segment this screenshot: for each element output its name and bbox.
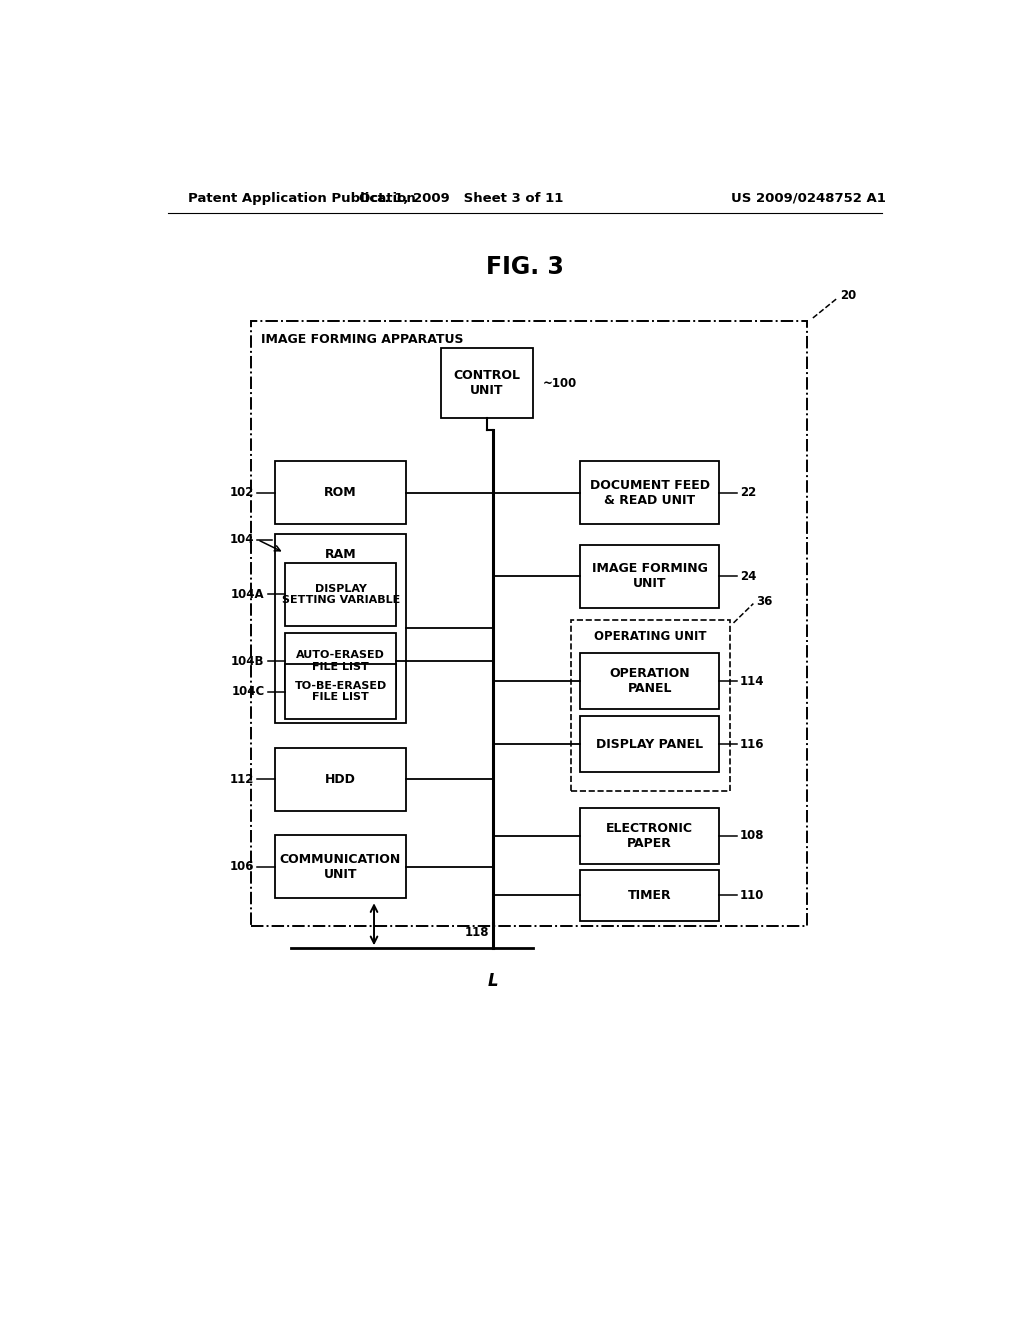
Text: 24: 24 <box>740 570 757 582</box>
Text: DISPLAY
SETTING VARIABLE: DISPLAY SETTING VARIABLE <box>282 583 399 606</box>
Text: IMAGE FORMING
UNIT: IMAGE FORMING UNIT <box>592 562 708 590</box>
Bar <box>274 748 406 810</box>
Bar <box>274 836 406 899</box>
Text: TO-BE-ERASED
FILE LIST: TO-BE-ERASED FILE LIST <box>295 681 387 702</box>
Bar <box>274 535 406 722</box>
Text: 112: 112 <box>229 774 254 785</box>
Text: Patent Application Publication: Patent Application Publication <box>187 191 416 205</box>
Text: 106: 106 <box>229 861 254 874</box>
Bar <box>581 870 719 921</box>
Text: 116: 116 <box>740 738 764 751</box>
Text: L: L <box>487 972 499 990</box>
Text: 104: 104 <box>229 533 254 546</box>
Bar <box>285 664 396 719</box>
Text: 104B: 104B <box>231 655 264 668</box>
Bar <box>274 461 406 524</box>
Text: COMMUNICATION
UNIT: COMMUNICATION UNIT <box>280 853 401 880</box>
Bar <box>441 348 532 417</box>
Text: ELECTRONIC
PAPER: ELECTRONIC PAPER <box>606 822 693 850</box>
Text: 104A: 104A <box>230 587 264 601</box>
Text: 36: 36 <box>757 595 773 609</box>
Text: ROM: ROM <box>324 486 356 499</box>
Bar <box>251 321 807 925</box>
Text: 22: 22 <box>740 486 756 499</box>
Text: 110: 110 <box>740 888 764 902</box>
Bar <box>581 717 719 772</box>
Bar <box>581 545 719 607</box>
Text: DOCUMENT FEED
& READ UNIT: DOCUMENT FEED & READ UNIT <box>590 479 710 507</box>
Text: US 2009/0248752 A1: US 2009/0248752 A1 <box>731 191 886 205</box>
Bar <box>285 634 396 689</box>
Bar <box>570 620 729 791</box>
Text: 108: 108 <box>740 829 764 842</box>
Text: RAM: RAM <box>325 548 356 561</box>
Bar <box>581 461 719 524</box>
Bar <box>581 808 719 863</box>
Text: 118: 118 <box>465 927 489 940</box>
Text: OPERATING UNIT: OPERATING UNIT <box>594 630 707 643</box>
Text: HDD: HDD <box>325 774 355 785</box>
Text: 114: 114 <box>740 675 764 688</box>
Text: FIG. 3: FIG. 3 <box>485 255 564 279</box>
Text: 104C: 104C <box>231 685 264 698</box>
Text: ~100: ~100 <box>543 376 577 389</box>
Bar <box>581 653 719 709</box>
Text: DISPLAY PANEL: DISPLAY PANEL <box>596 738 703 751</box>
Text: OPERATION
PANEL: OPERATION PANEL <box>609 668 690 696</box>
Text: Oct. 1, 2009   Sheet 3 of 11: Oct. 1, 2009 Sheet 3 of 11 <box>359 191 563 205</box>
Text: CONTROL
UNIT: CONTROL UNIT <box>454 370 520 397</box>
Text: AUTO-ERASED
FILE LIST: AUTO-ERASED FILE LIST <box>296 651 385 672</box>
Text: 102: 102 <box>229 486 254 499</box>
Text: IMAGE FORMING APPARATUS: IMAGE FORMING APPARATUS <box>260 333 463 346</box>
Text: TIMER: TIMER <box>628 888 672 902</box>
Bar <box>285 562 396 626</box>
Text: 20: 20 <box>840 289 856 302</box>
